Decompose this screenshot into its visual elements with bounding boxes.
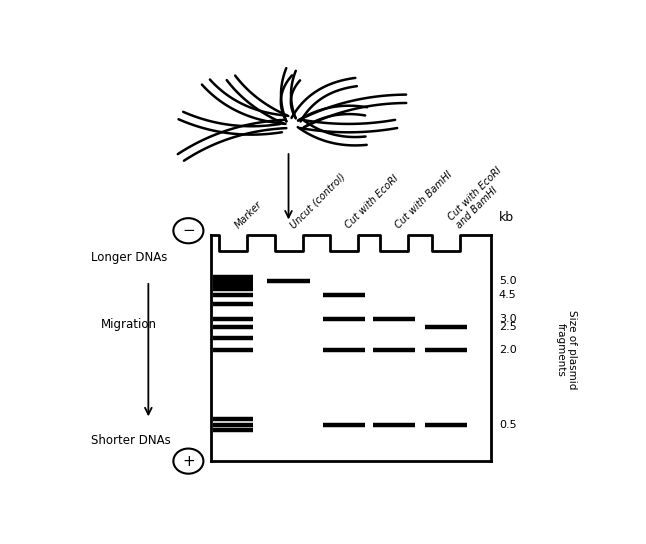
Text: Longer DNAs: Longer DNAs — [90, 251, 167, 264]
Text: Migration: Migration — [101, 318, 157, 331]
Text: Marker: Marker — [233, 200, 265, 231]
Text: 0.5: 0.5 — [499, 419, 516, 430]
Text: Uncut (control): Uncut (control) — [289, 172, 348, 231]
Text: 3.0: 3.0 — [499, 314, 516, 324]
Text: +: + — [182, 454, 194, 468]
Text: 5.0: 5.0 — [499, 276, 516, 286]
Text: Cut with BamHI: Cut with BamHI — [393, 170, 455, 231]
Text: Shorter DNAs: Shorter DNAs — [90, 434, 171, 447]
Text: Cut with EcoRI
and BamHI: Cut with EcoRI and BamHI — [446, 165, 512, 231]
Text: 4.5: 4.5 — [499, 290, 517, 300]
Text: kb: kb — [499, 212, 514, 225]
Text: Size of plasmid
fragments: Size of plasmid fragments — [556, 311, 577, 390]
Text: −: − — [182, 223, 194, 238]
Text: Cut with EcoRI: Cut with EcoRI — [344, 174, 401, 231]
Text: 2.5: 2.5 — [499, 322, 517, 332]
Text: 2.0: 2.0 — [499, 345, 517, 355]
